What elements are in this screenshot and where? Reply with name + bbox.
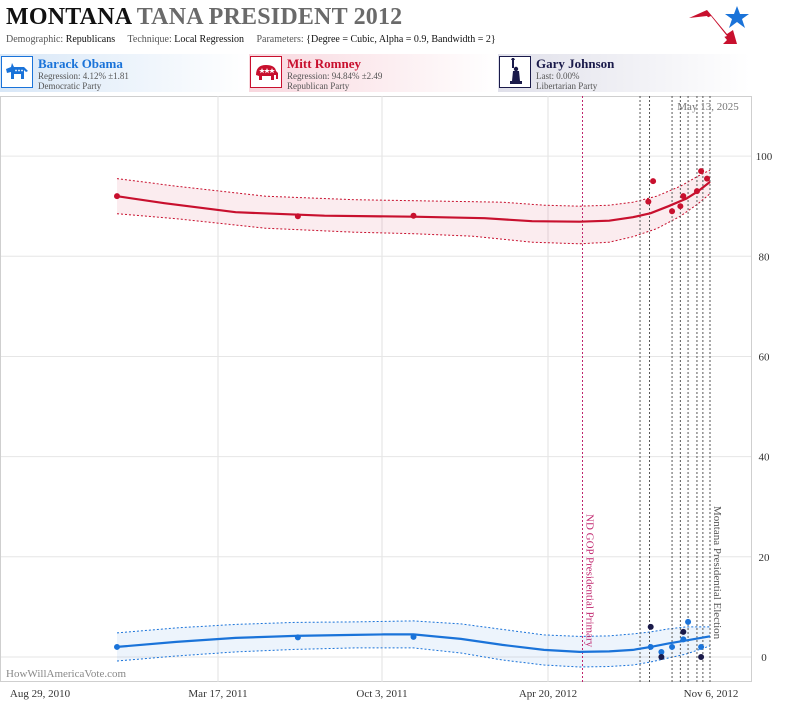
poll-point	[693, 188, 700, 195]
trend-lines	[116, 181, 711, 654]
candidate-stat: Regression: 94.84% ±2.49	[287, 71, 383, 81]
parameter-line: Demographic: Republicans Technique: Loca…	[6, 34, 496, 45]
trend-line	[116, 181, 711, 223]
poll-point	[410, 633, 417, 640]
confidence-band	[117, 620, 710, 667]
upper-bound-line	[116, 169, 711, 207]
candidate-name: Gary Johnson	[536, 56, 615, 71]
poll-point	[698, 643, 705, 650]
demographic-value: Republicans	[65, 34, 116, 45]
poll-point	[645, 198, 652, 205]
chart-header: MONTANA TANA PRESIDENT 2012 Demographic:…	[0, 0, 789, 52]
y-tick-label: 100	[756, 151, 773, 163]
lower-bound-line	[116, 193, 711, 245]
x-tick-label: Nov 6, 2012	[684, 688, 739, 700]
statue-of-liberty-icon	[499, 56, 531, 88]
legend-item-johnson[interactable]: Gary Johnson Last: 0.00% Libertarian Par…	[498, 54, 750, 92]
title-rest: TANA PRESIDENT 2012	[136, 4, 403, 30]
x-tick-label: Aug 29, 2010	[10, 688, 71, 700]
date-stamp: May 13, 2025	[677, 101, 739, 113]
y-tick-label: 60	[759, 351, 771, 363]
y-tick-label: 40	[759, 452, 771, 464]
candidate-stat: Last: 0.00%	[536, 71, 580, 81]
candidate-party: Democratic Party	[38, 81, 102, 91]
poll-point	[647, 623, 654, 630]
parameters-label: Parameters:	[256, 34, 304, 45]
legend-item-romney[interactable]: Mitt Romney Regression: 94.84% ±2.49 Rep…	[249, 54, 497, 92]
poll-point	[669, 208, 676, 215]
lower-bound-line	[116, 645, 711, 668]
poll-point	[680, 193, 687, 200]
y-tick-label: 0	[761, 652, 767, 664]
event-label: ND GOP Presidential Primary	[584, 514, 596, 648]
poll-point	[114, 643, 120, 650]
candidate-party: Republican Party	[287, 81, 350, 91]
legend-item-obama[interactable]: Barack Obama Regression: 4.12% ±1.81 Dem…	[0, 54, 248, 92]
regression-chart: ND GOP Presidential Primary Montana Presi…	[1, 96, 773, 700]
candidate-name: Barack Obama	[38, 56, 123, 71]
poll-point	[294, 634, 301, 641]
poll-point	[680, 628, 687, 635]
poll-point	[658, 653, 665, 660]
watermark: HowWillAmericaVote.com	[6, 668, 126, 680]
technique-label: Technique:	[127, 34, 172, 45]
candidate-legend: Barack Obama Regression: 4.12% ±1.81 Dem…	[0, 52, 789, 94]
upper-bound-line	[116, 620, 710, 637]
confidence-bands	[116, 169, 711, 668]
x-axis-ticks: Aug 29, 2010 Mar 17, 2011 Oct 3, 2011 Apr 2…	[10, 688, 738, 700]
y-axis-ticks: 0 20 40 60 80 100	[756, 151, 773, 664]
poll-point	[647, 643, 654, 650]
poll-point	[685, 618, 692, 625]
poll-point	[698, 168, 705, 175]
candidate-stat: Regression: 4.12% ±1.81	[38, 71, 129, 81]
candidate-party: Libertarian Party	[536, 81, 598, 91]
elephant-icon	[250, 56, 282, 88]
poll-point	[658, 648, 665, 655]
y-tick-label: 20	[759, 552, 771, 564]
parameters-value: {Degree = Cubic, Alpha = 0.9, Bandwidth …	[306, 34, 496, 45]
poll-point	[704, 175, 711, 182]
x-tick-label: Oct 3, 2011	[356, 688, 407, 700]
x-tick-label: Apr 20, 2012	[519, 688, 577, 700]
poll-point	[410, 212, 417, 219]
donkey-icon	[1, 56, 33, 88]
candidate-name: Mitt Romney	[287, 56, 362, 71]
demographic-label: Demographic:	[6, 34, 64, 45]
poll-points	[114, 168, 711, 660]
poll-point	[680, 636, 687, 643]
event-label: Montana Presidential Election	[711, 506, 723, 640]
trend-line	[116, 633, 711, 654]
event-lines: ND GOP Presidential Primary Montana Presi…	[582, 96, 723, 682]
poll-point	[677, 203, 684, 210]
title-state: MONTANA	[6, 4, 131, 30]
x-tick-label: Mar 17, 2011	[188, 688, 247, 700]
y-tick-label: 80	[759, 251, 771, 263]
poll-point	[698, 653, 705, 660]
poll-point	[650, 178, 657, 185]
page-title: MONTANA TANA PRESIDENT 2012	[6, 4, 402, 31]
poll-point	[669, 643, 676, 650]
confidence-band	[117, 170, 710, 244]
poll-point	[294, 213, 301, 220]
poll-point	[114, 193, 120, 200]
technique-value: Local Regression	[174, 34, 244, 45]
gridlines	[1, 96, 751, 682]
site-logo-icon	[689, 6, 749, 44]
